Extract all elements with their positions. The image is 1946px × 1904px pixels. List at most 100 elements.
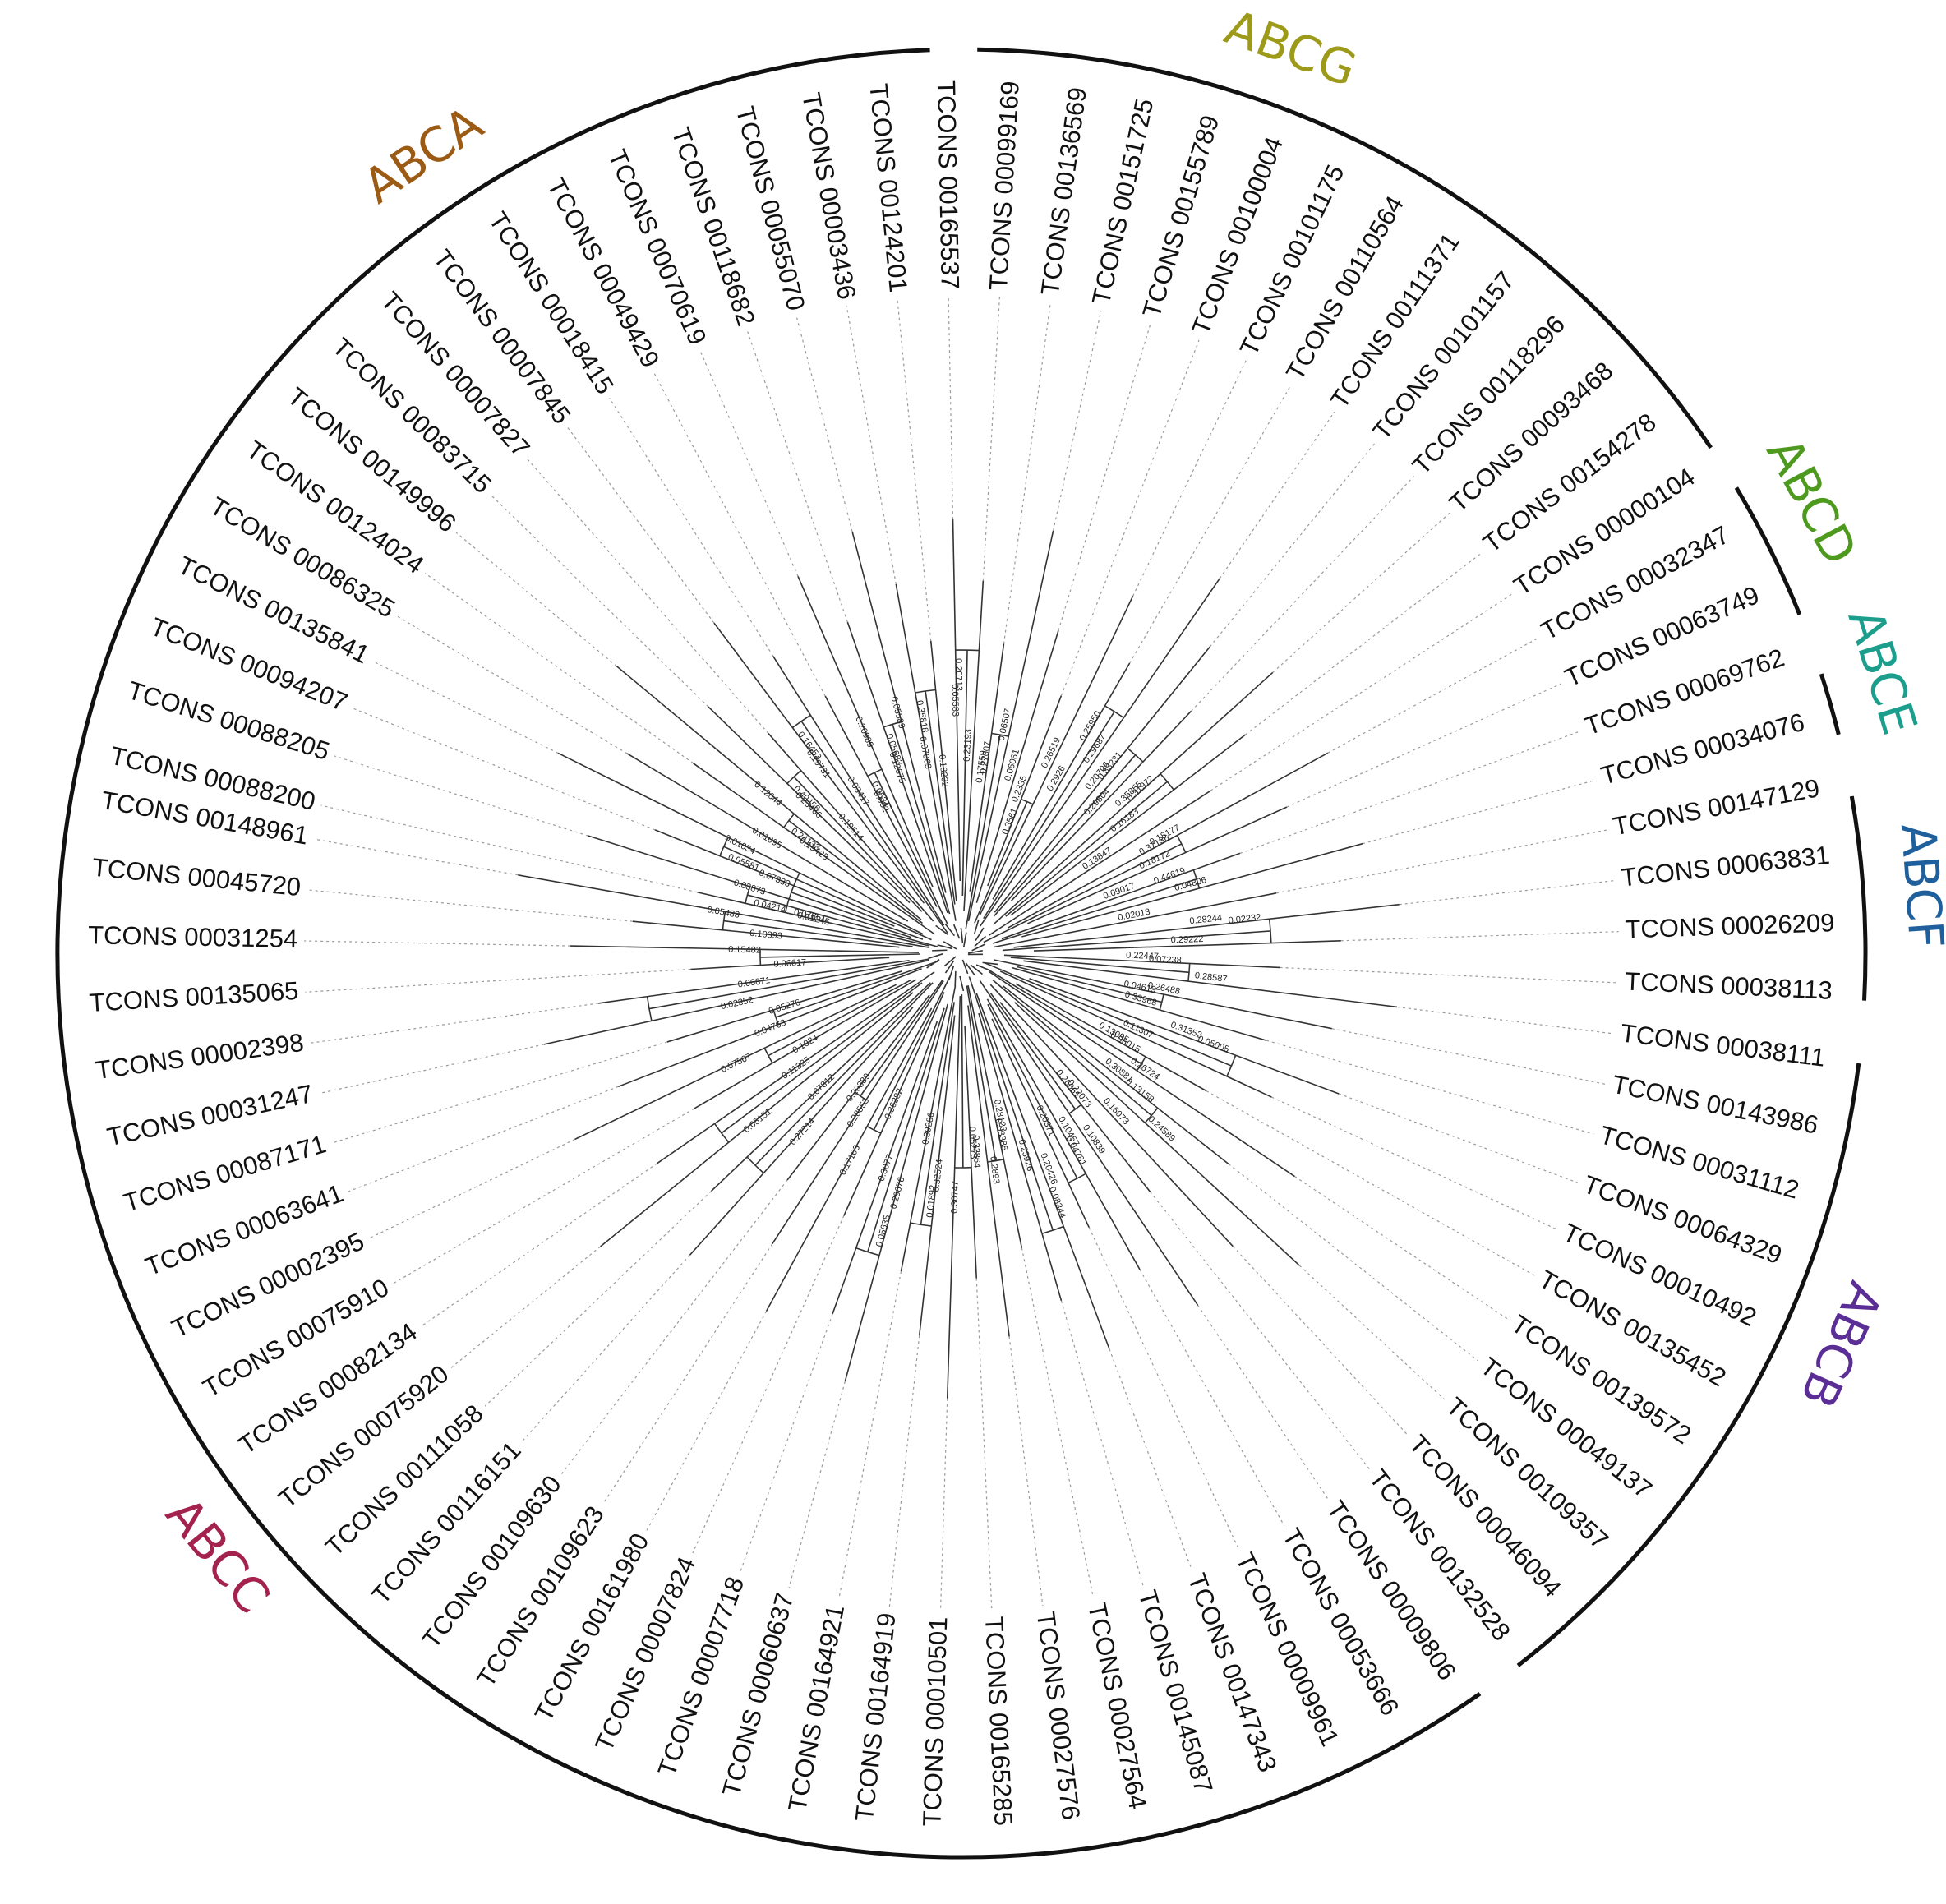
tree-branch	[786, 994, 930, 1181]
tree-branch	[846, 621, 948, 914]
leaf-label: TCONS 00063831	[1620, 841, 1831, 892]
tree-branch	[598, 959, 910, 1004]
tree-branch	[772, 980, 944, 1245]
tree-branch	[963, 580, 985, 911]
tree-branch	[980, 578, 1220, 927]
tree-branch	[832, 1021, 938, 1315]
leaf-label: TCONS 00049137	[1475, 1352, 1658, 1504]
tree-branch	[989, 790, 1211, 936]
tree-branch	[851, 531, 947, 893]
tree-branch	[952, 519, 961, 882]
leaf-label: TCONS 00038111	[1619, 1018, 1827, 1072]
leaf-guide-line	[310, 1003, 599, 1044]
leaf-guide-line	[692, 1215, 845, 1554]
clade-arc	[883, 721, 902, 728]
tree-branch	[946, 995, 961, 1399]
clade-stem	[961, 650, 968, 897]
tree-branch	[1007, 752, 1329, 929]
branch-length-label: 0.18232	[937, 754, 950, 788]
tree-branch	[632, 920, 900, 948]
clade-stem	[992, 878, 1197, 944]
clade-arc	[991, 732, 1009, 737]
clade-stem	[793, 776, 923, 912]
clade-stem	[987, 1003, 1078, 1179]
root-branch	[935, 924, 949, 935]
leaf-label: TCONS 00147129	[1611, 773, 1822, 841]
leaf-label: TCONS 00165285	[980, 1616, 1018, 1826]
tree-branch	[1001, 852, 1241, 940]
leaf-guide-line	[1280, 966, 1619, 984]
leaf-guide-line	[1021, 1247, 1094, 1597]
branch-length-label: 0.06617	[773, 957, 806, 969]
leaf-label: TCONS 00165537	[932, 80, 965, 290]
tree-branch	[1026, 806, 1288, 924]
leaf-label: TCONS 00026209	[1625, 908, 1835, 943]
leaf-guide-line	[484, 1190, 712, 1407]
branch-length-label: 0.29222	[1171, 934, 1204, 945]
branch-length-label: 0.17559	[975, 750, 989, 784]
leaf-label: TCONS 00109630	[417, 1470, 567, 1654]
tree-branch	[657, 971, 935, 1164]
leaf-label: TCONS 00135065	[89, 976, 300, 1017]
branch-length-label: 0.07238	[1149, 954, 1182, 966]
tree-branch	[988, 970, 1295, 1178]
clade-arc	[1176, 835, 1187, 853]
clade-stem	[992, 979, 1152, 1117]
root-branch	[948, 966, 955, 980]
clade-stem	[965, 734, 1001, 929]
tree-branch	[843, 992, 945, 1216]
leaf-guide-line	[1206, 1090, 1535, 1276]
branch-length-label: 0.16183	[1109, 806, 1141, 834]
tree-branch	[618, 968, 922, 1088]
root-branch	[928, 953, 943, 960]
tree-branch	[570, 945, 920, 953]
tree-branch	[1015, 983, 1207, 1092]
leaf-guide-line	[1294, 1176, 1509, 1320]
leaf-label: TCONS 00143986	[1610, 1070, 1821, 1140]
leaf-guide-line	[490, 494, 709, 708]
leaf-guide-line	[1331, 1028, 1607, 1086]
leaf-guide-line	[320, 804, 698, 893]
root-branch	[926, 959, 940, 969]
leaf-guide-line	[646, 1311, 768, 1531]
leaf-guide-line	[331, 1041, 668, 1144]
tree-branch	[986, 998, 1141, 1270]
leaf-guide-line	[699, 349, 799, 577]
clade-stem	[989, 970, 1142, 1065]
tree-branch	[994, 892, 1277, 948]
root-branch	[967, 950, 983, 954]
tree-branch	[588, 835, 912, 938]
branch-length-label: 0.01034	[723, 833, 757, 856]
branch-length-label: 0.05273	[967, 1127, 979, 1159]
branch-length-label: 0.02232	[1228, 912, 1261, 925]
leaf-label: TCONS 00124201	[864, 82, 913, 293]
tree-branch	[975, 993, 1110, 1349]
branch-length-label: 0.3077	[877, 1153, 896, 1183]
leaf-guide-line	[1132, 360, 1247, 597]
leaf-guide-line	[566, 426, 715, 624]
leaf-label: TCONS 00149996	[282, 382, 461, 538]
root-branch	[944, 960, 955, 974]
root-branch	[960, 927, 964, 943]
clade-stem	[925, 690, 956, 905]
clade-arc	[1144, 1107, 1159, 1123]
leaf-label: TCONS 00007827	[376, 286, 536, 463]
tree-branch	[768, 733, 934, 922]
clade-stem	[920, 1002, 955, 1225]
leaf-guide-line	[888, 1335, 920, 1607]
leaf-guide-line	[307, 889, 633, 922]
leaf-guide-line	[740, 1313, 833, 1573]
branch-length-label: 0.29676	[888, 1176, 906, 1210]
leaf-guide-line	[1139, 1269, 1285, 1527]
leaf-guide-line	[1245, 551, 1483, 735]
leaf-guide-line	[1008, 1336, 1044, 1606]
leaf-guide-line	[838, 1270, 902, 1600]
clade-stem	[788, 819, 923, 924]
clade-stem	[993, 754, 1137, 917]
tree-branch	[967, 1005, 1010, 1337]
clade-stem	[1010, 957, 1190, 974]
tree-branch	[1012, 966, 1267, 1041]
leaf-label: TCONS 00010501	[917, 1616, 952, 1827]
leaf-label: TCONS 00082134	[233, 1317, 422, 1460]
root-branch	[965, 962, 975, 976]
